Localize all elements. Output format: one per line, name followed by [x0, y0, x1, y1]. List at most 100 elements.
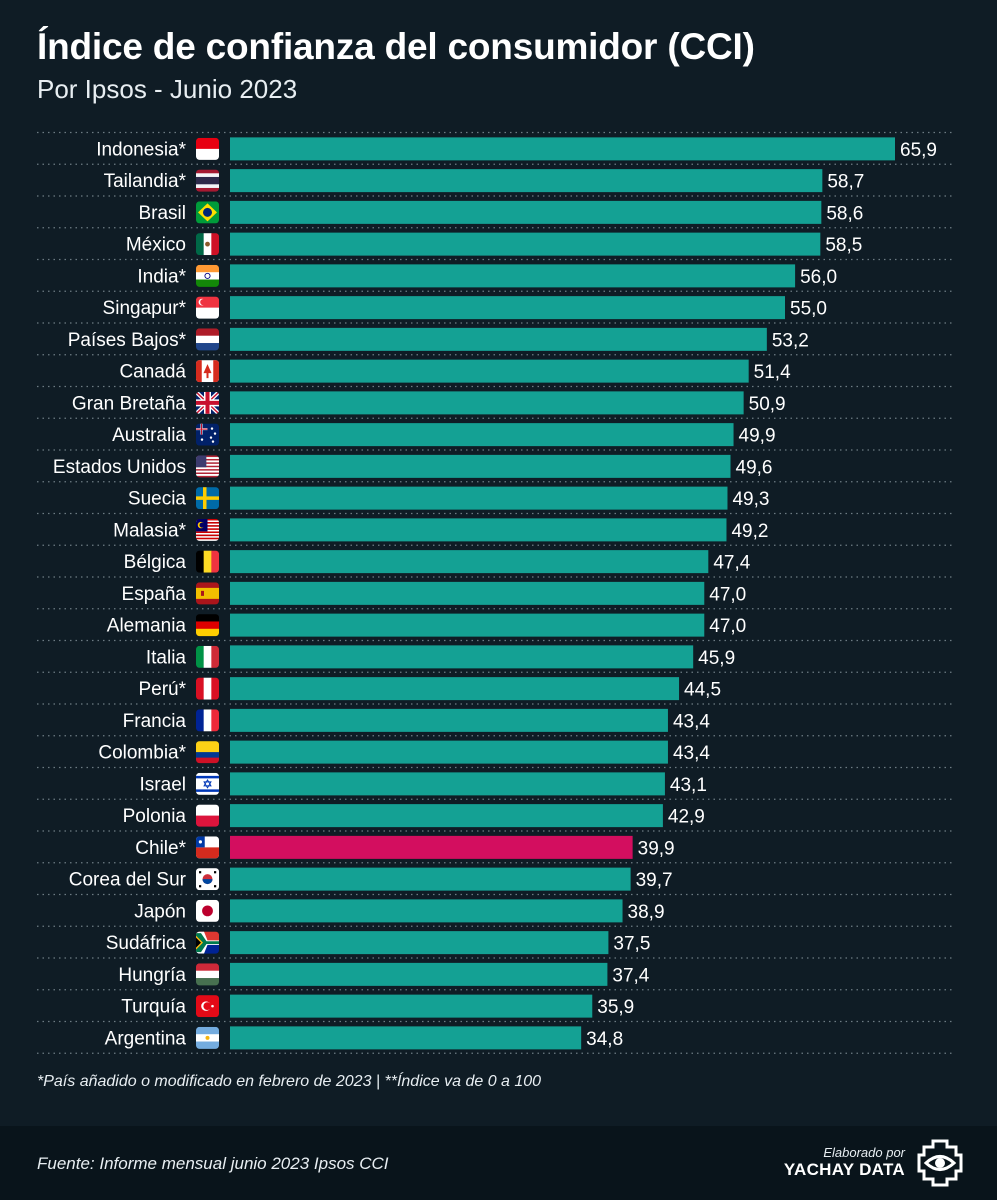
bar-germany	[230, 613, 705, 637]
source-text: Fuente: Informe mensual junio 2023 Ipsos…	[37, 1154, 389, 1173]
bar-south-korea	[230, 867, 631, 891]
category-label: Corea del Sur	[69, 870, 187, 891]
bar-mexico	[230, 232, 821, 256]
flag-belgium-icon	[196, 550, 219, 573]
value-label: 49,3	[732, 489, 769, 510]
flag-colombia-icon	[196, 741, 219, 764]
flag-thailand-icon	[196, 169, 219, 192]
bar-italy	[230, 645, 694, 669]
bar-spain	[230, 581, 705, 605]
category-label: Israel	[140, 774, 186, 795]
bar-chile	[230, 835, 633, 859]
category-label: España	[122, 584, 187, 605]
value-label: 45,9	[698, 648, 735, 669]
category-label: Italia	[146, 647, 187, 668]
category-label: Sudáfrica	[106, 933, 187, 954]
value-label: 34,8	[586, 1029, 623, 1050]
value-label: 58,5	[825, 235, 862, 256]
value-label: 44,5	[684, 680, 721, 701]
flag-australia-icon	[196, 423, 219, 446]
chart-title: Índice de confianza del consumidor (CCI)	[37, 26, 755, 67]
flag-mexico-icon	[196, 233, 219, 256]
flag-germany-icon	[196, 614, 219, 637]
category-label: Colombia*	[98, 743, 186, 764]
bar-france	[230, 708, 668, 732]
category-label: Hungría	[118, 965, 186, 986]
brand-name: YACHAY DATA	[783, 1160, 905, 1179]
bar-sweden	[230, 486, 728, 510]
category-label: Gran Bretaña	[72, 393, 186, 414]
bar-peru	[230, 677, 680, 701]
bar-malaysia	[230, 518, 727, 542]
bar-turkey	[230, 994, 593, 1018]
value-label: 39,7	[636, 870, 673, 891]
category-label: Alemania	[107, 616, 187, 637]
value-label: 43,4	[673, 743, 710, 764]
category-label: Chile*	[135, 838, 186, 859]
category-label: Brasil	[138, 203, 186, 224]
flag-turkey-icon	[196, 995, 219, 1018]
flag-singapore-icon	[196, 296, 219, 319]
flag-netherlands-icon	[196, 328, 219, 351]
flag-india-icon	[196, 264, 219, 287]
bar-canada	[230, 359, 749, 383]
value-label: 43,4	[673, 711, 710, 732]
bar-belgium	[230, 550, 709, 574]
value-label: 50,9	[749, 394, 786, 415]
bar-poland	[230, 804, 663, 828]
flag-japan-icon	[196, 899, 219, 922]
category-label: México	[126, 235, 186, 256]
bar-india	[230, 264, 796, 288]
bar-japan	[230, 899, 623, 923]
category-label: Estados Unidos	[53, 457, 186, 478]
flag-south-africa-icon	[196, 931, 219, 954]
category-label: Indonesia*	[96, 139, 186, 160]
value-label: 58,6	[826, 203, 863, 224]
category-label: Bélgica	[124, 552, 187, 573]
bar-usa	[230, 454, 731, 478]
value-label: 49,2	[731, 521, 768, 542]
bar-uk	[230, 391, 744, 415]
value-label: 53,2	[772, 330, 809, 351]
category-label: Francia	[123, 711, 187, 732]
flag-france-icon	[196, 709, 219, 732]
bar-south-africa	[230, 931, 609, 955]
value-label: 38,9	[628, 902, 665, 923]
value-label: 56,0	[800, 267, 837, 288]
value-label: 65,9	[900, 140, 937, 161]
flag-sweden-icon	[196, 487, 219, 510]
flag-indonesia-icon	[196, 137, 219, 160]
flag-malaysia-icon	[196, 518, 219, 541]
flag-canada-icon	[196, 360, 219, 383]
category-label: Perú*	[138, 679, 186, 700]
value-label: 42,9	[668, 807, 705, 828]
bar-israel	[230, 772, 665, 796]
category-label: Países Bajos*	[68, 330, 187, 351]
footer: Fuente: Informe mensual junio 2023 Ipsos…	[0, 1126, 997, 1200]
chart-subtitle: Por Ipsos - Junio 2023	[37, 74, 298, 104]
value-label: 49,9	[739, 426, 776, 447]
category-label: Polonia	[123, 806, 187, 827]
value-label: 47,0	[709, 616, 746, 637]
flag-spain-icon	[196, 582, 219, 605]
value-label: 47,4	[713, 553, 750, 574]
flag-italy-icon	[196, 645, 219, 668]
category-label: Turquía	[121, 997, 186, 1018]
flag-chile-icon	[196, 836, 219, 859]
value-label: 37,4	[612, 965, 649, 986]
category-label: Australia	[112, 425, 186, 446]
value-label: 51,4	[754, 362, 791, 383]
value-label: 35,9	[597, 997, 634, 1018]
value-label: 47,0	[709, 584, 746, 605]
brand: Elaborado por YACHAY DATA	[784, 1145, 905, 1180]
category-label: Japón	[134, 901, 186, 922]
value-label: 43,1	[670, 775, 707, 796]
category-label: Tailandia*	[104, 171, 187, 192]
bar-netherlands	[230, 327, 767, 351]
flag-hungary-icon	[196, 963, 219, 986]
category-label: Malasia*	[113, 520, 186, 541]
brand-caption: Elaborado por	[823, 1145, 905, 1160]
value-label: 55,0	[790, 299, 827, 320]
bar-australia	[230, 423, 734, 447]
category-label: Singapur*	[103, 298, 187, 319]
